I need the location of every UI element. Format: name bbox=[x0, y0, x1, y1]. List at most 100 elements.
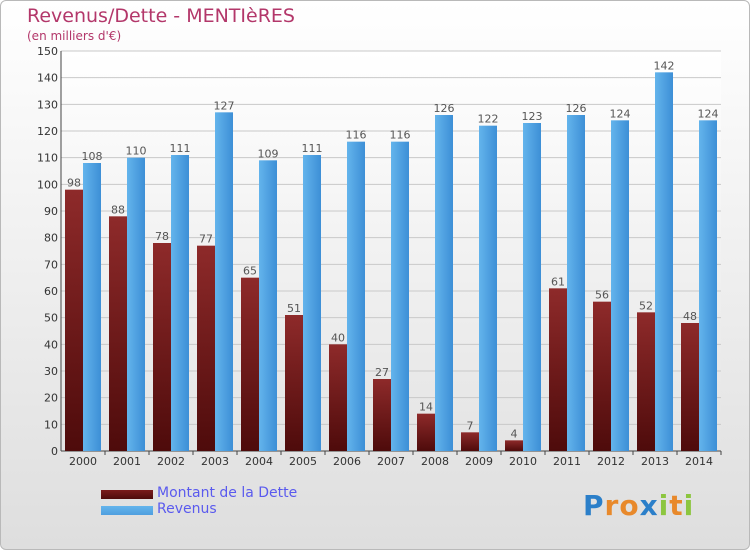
bar-dette bbox=[241, 277, 259, 451]
legend-swatch-revenus bbox=[101, 506, 153, 515]
bar-dette bbox=[109, 216, 127, 451]
data-label-dette: 51 bbox=[287, 302, 301, 315]
y-tick-label: 90 bbox=[44, 205, 58, 218]
logo-letter: x bbox=[639, 489, 659, 522]
chart-title: Revenus/Dette - MENTIèRES bbox=[27, 5, 295, 27]
bar-revenus bbox=[567, 115, 585, 451]
data-label-revenus: 123 bbox=[522, 110, 543, 123]
bar-revenus bbox=[391, 141, 409, 451]
data-label-dette: 61 bbox=[551, 275, 565, 288]
y-tick-label: 100 bbox=[37, 178, 58, 191]
bar-dette bbox=[65, 189, 83, 451]
bar-revenus bbox=[303, 155, 321, 451]
data-label-dette: 56 bbox=[595, 289, 609, 302]
x-tick-label: 2014 bbox=[685, 455, 713, 468]
x-tick-label: 2008 bbox=[421, 455, 449, 468]
legend: Montant de la Dette Revenus bbox=[101, 485, 401, 519]
legend-swatch-dette bbox=[101, 490, 153, 499]
chart-subtitle: (en milliers d'€) bbox=[27, 29, 122, 43]
legend-label-revenus: Revenus bbox=[157, 501, 217, 517]
bar-revenus bbox=[523, 123, 541, 451]
data-label-dette: 98 bbox=[67, 177, 81, 190]
bar-dette bbox=[637, 312, 655, 451]
data-label-revenus: 111 bbox=[170, 142, 191, 155]
x-tick-label: 2003 bbox=[201, 455, 229, 468]
data-label-dette: 4 bbox=[511, 427, 518, 440]
data-label-dette: 27 bbox=[375, 366, 389, 379]
bar-revenus bbox=[259, 160, 277, 452]
y-tick-label: 130 bbox=[37, 98, 58, 111]
bar-dette bbox=[681, 323, 699, 451]
x-tick-label: 2004 bbox=[245, 455, 273, 468]
data-label-dette: 77 bbox=[199, 233, 213, 246]
y-tick-label: 30 bbox=[44, 365, 58, 378]
x-tick-label: 2011 bbox=[553, 455, 581, 468]
x-tick-label: 2013 bbox=[641, 455, 669, 468]
bar-revenus bbox=[699, 120, 717, 451]
y-tick-label: 10 bbox=[44, 418, 58, 431]
data-label-revenus: 108 bbox=[82, 150, 103, 163]
bar-revenus bbox=[215, 112, 233, 451]
logo-letter: P bbox=[583, 489, 605, 522]
legend-item-revenus: Revenus bbox=[101, 501, 401, 519]
legend-label-dette: Montant de la Dette bbox=[157, 485, 298, 501]
bar-dette bbox=[505, 440, 523, 451]
legend-item-dette: Montant de la Dette bbox=[101, 485, 401, 503]
x-tick-label: 2006 bbox=[333, 455, 361, 468]
data-label-revenus: 116 bbox=[390, 129, 411, 142]
bar-revenus bbox=[479, 125, 497, 452]
y-tick-label: 150 bbox=[37, 45, 58, 58]
bar-revenus bbox=[435, 115, 453, 451]
data-label-revenus: 111 bbox=[302, 142, 323, 155]
y-tick-label: 110 bbox=[37, 152, 58, 165]
bar-dette bbox=[417, 413, 435, 451]
y-tick-label: 60 bbox=[44, 285, 58, 298]
x-tick-label: 2010 bbox=[509, 455, 537, 468]
data-label-dette: 52 bbox=[639, 299, 653, 312]
data-label-revenus: 124 bbox=[610, 107, 631, 120]
logo-letter: t bbox=[669, 489, 684, 522]
bar-revenus bbox=[347, 141, 365, 451]
bar-dette bbox=[461, 432, 479, 451]
data-label-revenus: 110 bbox=[126, 145, 147, 158]
y-tick-label: 50 bbox=[44, 312, 58, 325]
y-tick-label: 0 bbox=[51, 445, 58, 458]
proxiti-logo: Proxiti bbox=[583, 489, 694, 522]
logo-letter: o bbox=[619, 489, 640, 522]
bar-revenus bbox=[171, 155, 189, 451]
bar-dette bbox=[285, 315, 303, 451]
bar-dette bbox=[153, 243, 171, 451]
bar-revenus bbox=[655, 72, 673, 451]
y-tick-label: 70 bbox=[44, 258, 58, 271]
x-tick-label: 2000 bbox=[69, 455, 97, 468]
data-label-revenus: 116 bbox=[346, 129, 367, 142]
y-tick-label: 80 bbox=[44, 232, 58, 245]
bar-revenus bbox=[611, 120, 629, 451]
bar-dette bbox=[197, 245, 215, 451]
x-tick-label: 2005 bbox=[289, 455, 317, 468]
x-tick-label: 2012 bbox=[597, 455, 625, 468]
data-label-dette: 7 bbox=[467, 419, 474, 432]
data-label-revenus: 109 bbox=[258, 147, 279, 160]
bar-dette bbox=[329, 344, 347, 451]
data-label-revenus: 122 bbox=[478, 113, 499, 126]
x-tick-label: 2001 bbox=[113, 455, 141, 468]
logo-letter: r bbox=[604, 489, 620, 522]
y-tick-label: 20 bbox=[44, 392, 58, 405]
data-label-revenus: 142 bbox=[654, 59, 675, 72]
x-tick-label: 2007 bbox=[377, 455, 405, 468]
data-label-dette: 65 bbox=[243, 265, 257, 278]
data-label-dette: 78 bbox=[155, 230, 169, 243]
logo-letter: i bbox=[683, 489, 695, 522]
data-label-dette: 40 bbox=[331, 331, 345, 344]
data-label-dette: 48 bbox=[683, 310, 697, 323]
y-tick-label: 40 bbox=[44, 338, 58, 351]
data-label-dette: 14 bbox=[419, 401, 433, 414]
data-label-revenus: 124 bbox=[698, 107, 719, 120]
bar-revenus bbox=[127, 157, 145, 451]
data-label-revenus: 126 bbox=[566, 102, 587, 115]
data-label-dette: 88 bbox=[111, 203, 125, 216]
bar-dette bbox=[373, 379, 391, 451]
